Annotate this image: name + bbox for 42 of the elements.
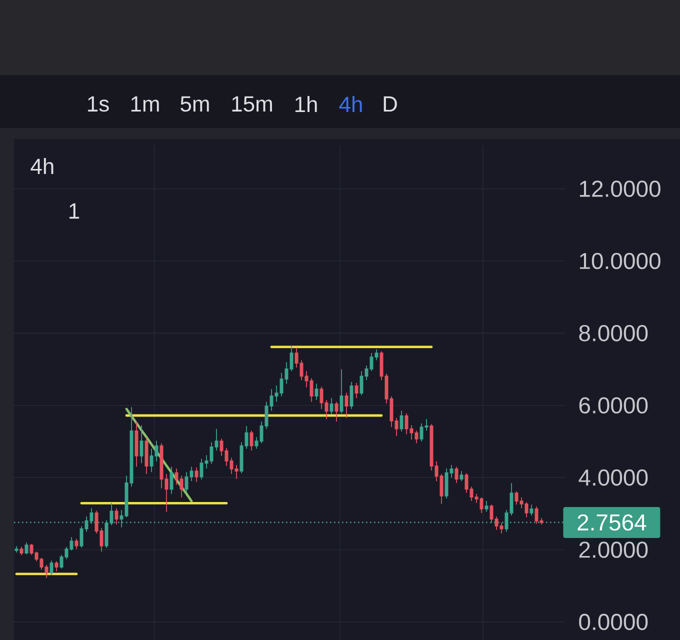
candlestick	[20, 546, 24, 556]
y-tick-label: 2.0000	[579, 542, 648, 558]
candlestick	[484, 500, 488, 512]
y-tick-label: 10.0000	[580, 252, 660, 270]
text: 1m	[131, 96, 159, 112]
candlestick	[400, 410, 404, 432]
candlestick	[24, 542, 28, 555]
candlestick	[330, 398, 334, 415]
candlestick	[334, 401, 338, 422]
candlestick	[54, 560, 58, 572]
candlestick	[134, 421, 138, 468]
candlestick	[354, 382, 358, 399]
text: 5m	[180, 96, 209, 112]
candlestick	[250, 430, 254, 451]
y-tick-label: 0.0000	[579, 614, 648, 630]
y-tick-label: 4.0000	[578, 469, 648, 486]
annotation: 1	[70, 203, 80, 219]
text: 15m	[232, 96, 272, 112]
candlestick	[314, 383, 318, 400]
chart-title: 4h	[30, 158, 54, 174]
y-tick-label: 8.0000	[579, 325, 648, 342]
ref-line-label: 2.7564	[578, 514, 646, 531]
candlestick	[530, 504, 534, 516]
candlestick	[170, 466, 174, 494]
candlestick	[140, 424, 144, 464]
candlestick	[340, 368, 344, 414]
y-tick-label: 6.0000	[579, 397, 648, 414]
candlestick	[460, 470, 464, 482]
candlestick	[194, 467, 198, 482]
candlestick	[14, 546, 18, 554]
text: 1h	[295, 96, 317, 112]
text: 1s	[88, 96, 109, 112]
candlestick	[74, 538, 78, 550]
candlestick	[454, 466, 458, 484]
y-tick-label: 12.0000	[580, 180, 660, 197]
candlestick	[344, 392, 348, 418]
candlestick	[114, 508, 118, 525]
candlestick	[350, 381, 354, 410]
candlestick	[50, 560, 54, 576]
text: D	[384, 96, 397, 112]
text: 4h	[339, 96, 362, 112]
candlestick	[144, 437, 148, 474]
